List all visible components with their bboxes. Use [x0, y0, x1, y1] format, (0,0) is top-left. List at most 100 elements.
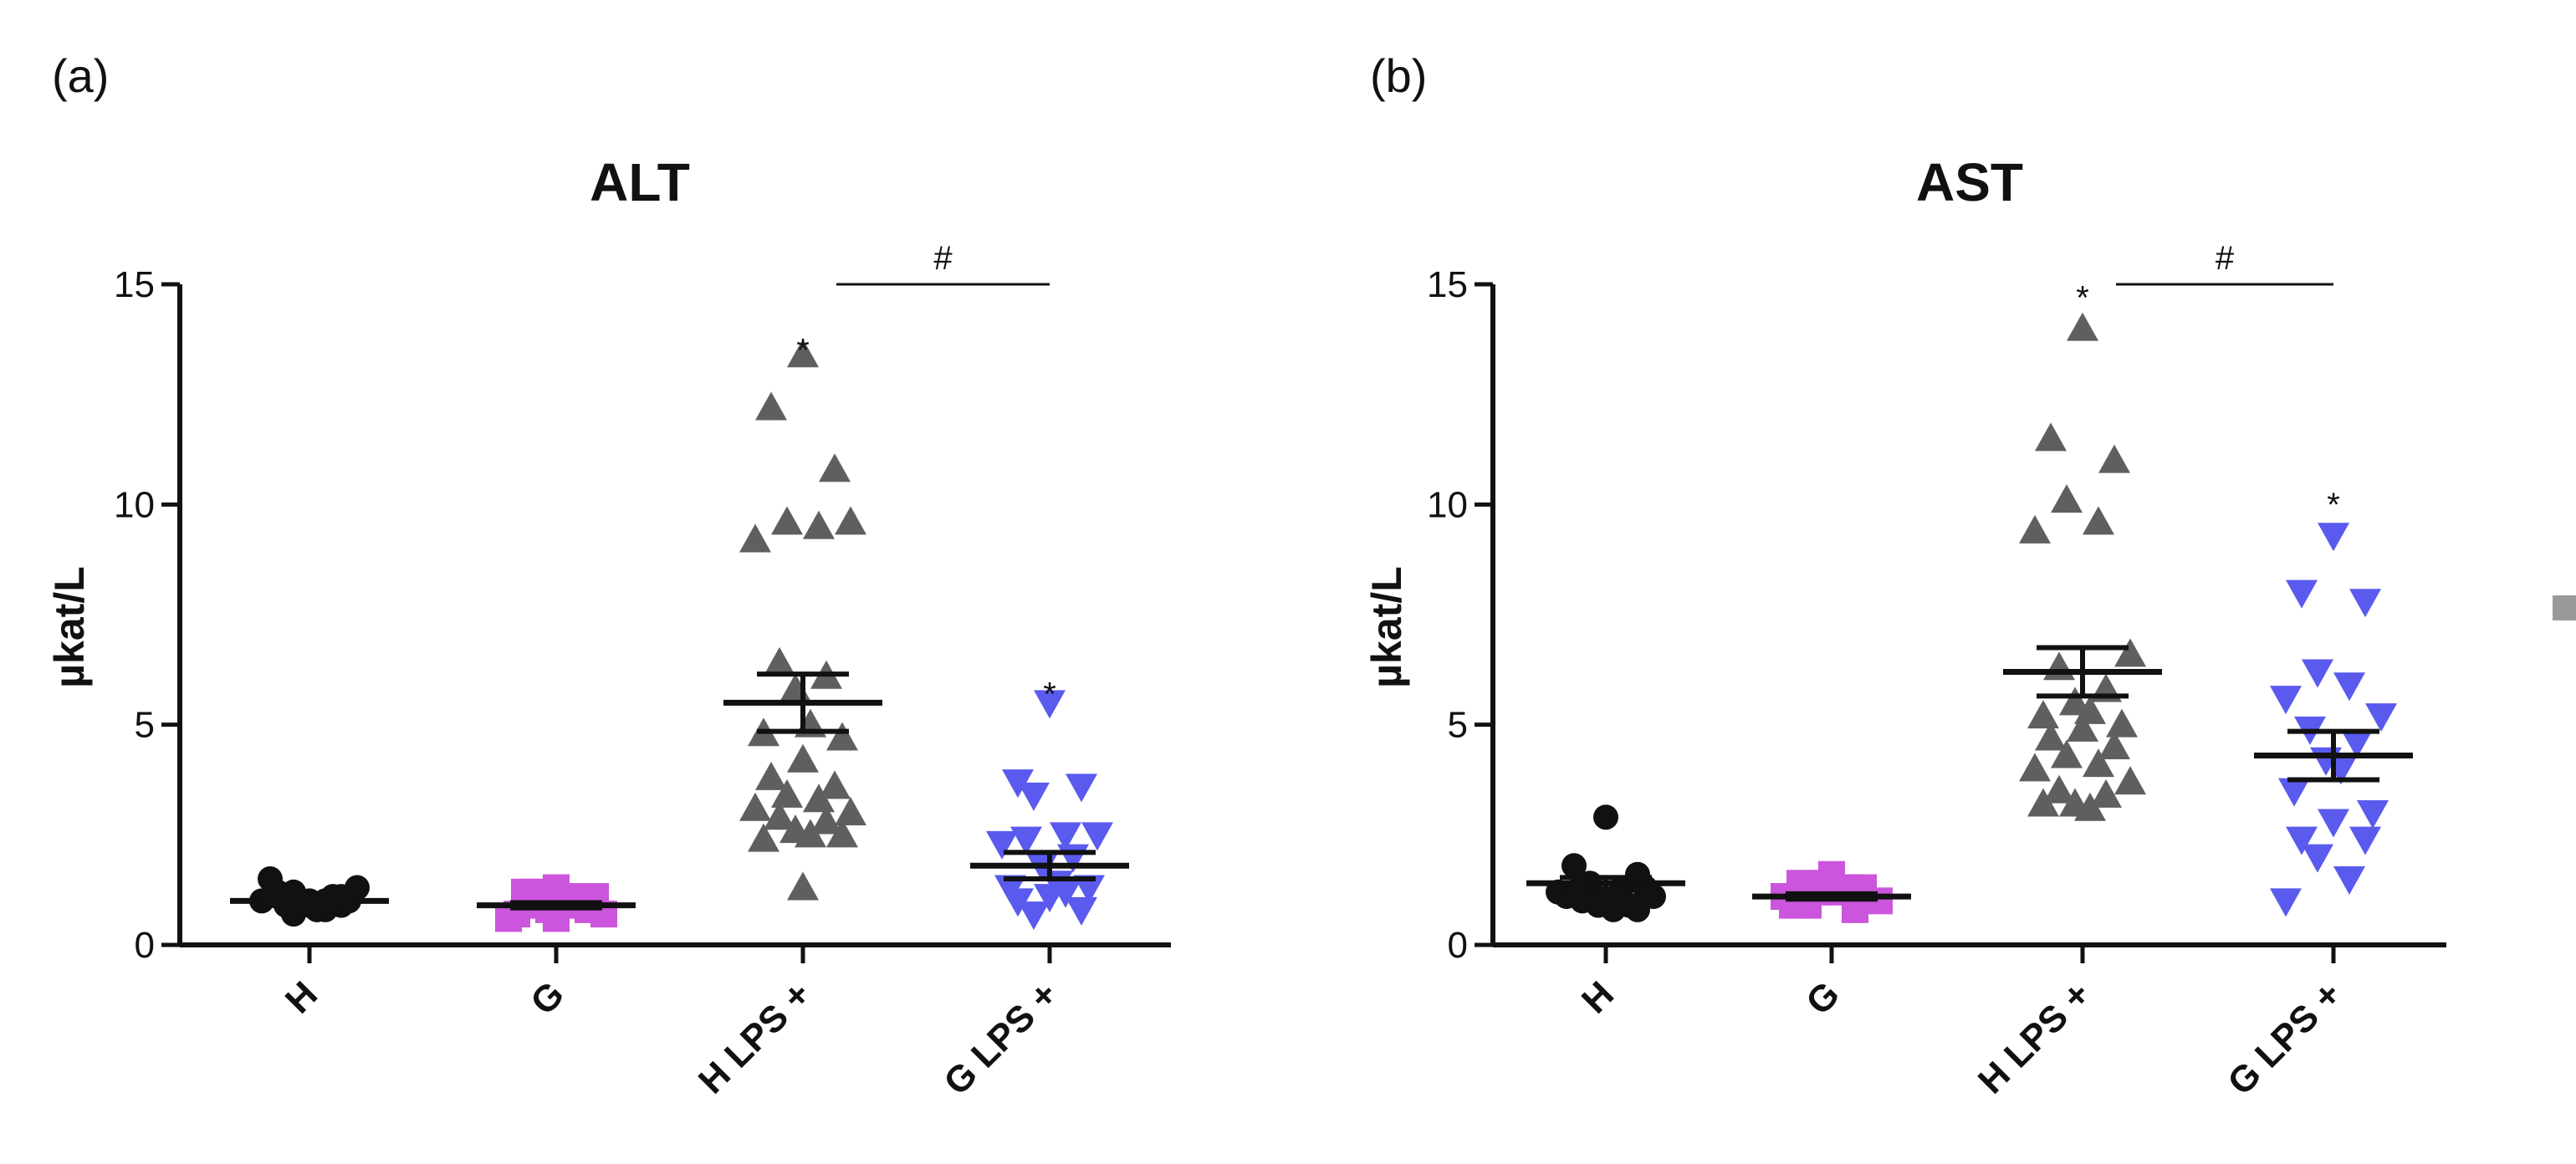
data-point-h-lps	[755, 761, 787, 790]
data-point-h-lps	[803, 510, 835, 539]
data-point-h-lps	[2019, 514, 2051, 544]
data-point-g-lps	[986, 830, 1018, 860]
data-point-h-lps	[2035, 722, 2067, 751]
data-point-g-lps	[2333, 672, 2365, 702]
data-point-h-lps	[2098, 444, 2130, 473]
data-point-h-lps	[739, 792, 771, 821]
data-point-h-lps	[2106, 708, 2138, 738]
data-point-g-lps	[2302, 659, 2333, 688]
data-point-g-lps	[2318, 523, 2349, 552]
data-point-h-lps	[2067, 312, 2098, 341]
y-axis-label-ast: µkat/L	[1363, 566, 1410, 688]
y-tick-label-10: 10	[114, 484, 155, 525]
significance-asterisk-g-lps: *	[1043, 676, 1056, 712]
data-point-h-lps	[810, 805, 842, 835]
data-point-g-lps	[2318, 809, 2349, 838]
panel-label-a: (a)	[52, 49, 109, 102]
x-tick-label-g: G	[523, 973, 572, 1023]
y-tick-label-0: 0	[1448, 925, 1468, 966]
data-point-h-lps	[764, 646, 795, 676]
data-point-h-lps	[2051, 739, 2083, 768]
x-tick-label-g-lps: G LPS +	[2220, 973, 2349, 1103]
data-point-h-lps	[835, 797, 866, 825]
data-point-h-lps	[2098, 731, 2130, 759]
data-point-g-lps	[1073, 875, 1105, 904]
y-tick-label-5: 5	[1448, 705, 1468, 746]
panel-ast: (b) AST µkat/L 0 5 10 15 H G H LPS + G LPS + * * #	[1363, 49, 2446, 1103]
data-point-h-lps	[2083, 506, 2114, 535]
data-point-g-lps	[1050, 879, 1081, 908]
x-tick-label-h: H	[1574, 973, 1622, 1021]
data-point-g-lps	[1002, 769, 1034, 799]
data-point-g-lps	[1066, 896, 1097, 926]
data-point-h-lps	[764, 801, 795, 830]
data-point-g-lps	[2349, 826, 2381, 855]
chart-title-ast: AST	[1916, 152, 2023, 212]
data-point-h-lps	[2019, 753, 2051, 782]
data-point-g-lps	[1066, 773, 1097, 803]
data-point-h-lps	[826, 819, 858, 848]
data-point-h-lps	[779, 673, 811, 702]
x-tick-label-h: H	[278, 973, 325, 1021]
data-point-h-lps	[2051, 484, 2083, 513]
y-axis-label-alt: µkat/L	[46, 566, 93, 688]
data-point-g-lps	[2270, 888, 2302, 917]
data-point-h-lps	[819, 770, 851, 799]
data-point-h-lps	[795, 819, 826, 848]
data-point-h-lps	[2074, 792, 2106, 821]
data-point-h-lps	[2090, 779, 2122, 808]
data-point-g-lps	[2333, 866, 2365, 895]
data-point-h-lps	[835, 506, 866, 535]
y-tick-label-15: 15	[1427, 264, 1468, 305]
chart-title-alt: ALT	[590, 152, 690, 212]
x-tick-label-h-lps: H LPS +	[1970, 973, 2098, 1101]
significance-asterisk-h-lps: *	[2076, 279, 2089, 316]
data-point-h-lps	[787, 871, 819, 901]
data-point-h-lps	[748, 823, 779, 852]
x-tick-label-g-lps: G LPS +	[936, 973, 1066, 1103]
y-tick-label-15: 15	[114, 264, 155, 305]
data-point-h	[1625, 896, 1650, 922]
data-point-g-lps	[2349, 589, 2381, 618]
panel-alt: (a) ALT µkat/L 0 5 10 15 H G H LPS + G LPS + * * #	[46, 49, 1171, 1103]
significance-asterisk-h-lps: *	[796, 333, 810, 370]
data-point-h	[1593, 888, 1618, 914]
data-point-h-lps	[2114, 766, 2146, 795]
data-point-g-lps	[1034, 690, 1066, 719]
y-tick-label-5: 5	[135, 705, 155, 746]
data-point-g-lps	[2278, 778, 2310, 807]
data-point-h-lps	[2059, 687, 2091, 716]
data-point-h-lps	[2114, 638, 2146, 667]
data-point-g-lps	[2302, 844, 2333, 873]
data-point-g-lps	[1081, 822, 1113, 851]
data-point-h-lps	[2035, 422, 2067, 452]
data-point-h-lps	[755, 391, 787, 421]
data-point-h-lps	[739, 523, 771, 553]
data-point-g-lps	[2286, 579, 2318, 609]
significance-asterisk-g-lps: *	[2327, 487, 2340, 523]
panel-label-b: (b)	[1370, 49, 1427, 102]
data-point-h	[1561, 853, 1587, 879]
data-point-h-lps	[826, 722, 858, 751]
data-point-g-lps	[2357, 800, 2389, 829]
legend-square-marker	[2553, 595, 2576, 620]
data-point-g-lps	[2341, 729, 2373, 758]
data-point-g-lps	[1018, 901, 1050, 931]
data-point-h-lps	[2027, 700, 2059, 729]
data-point-h	[1593, 804, 1618, 830]
comparison-hash-symbol: #	[933, 240, 953, 277]
data-point-g-lps	[1002, 888, 1034, 917]
data-point-h-lps	[2067, 712, 2098, 742]
data-point-h	[281, 901, 306, 927]
data-point-h-lps	[787, 743, 819, 773]
y-tick-label-0: 0	[135, 925, 155, 966]
data-point-h-lps	[771, 779, 803, 808]
x-tick-label-g: G	[1798, 973, 1848, 1023]
data-point-h-lps	[2043, 651, 2075, 681]
data-point-h-lps	[803, 784, 835, 813]
data-point-h-lps	[787, 339, 819, 368]
comparison-hash-symbol: #	[2216, 240, 2235, 277]
y-tick-label-10: 10	[1427, 484, 1468, 525]
data-point-g-lps	[1018, 782, 1050, 811]
data-point-g-lps	[2286, 826, 2318, 855]
